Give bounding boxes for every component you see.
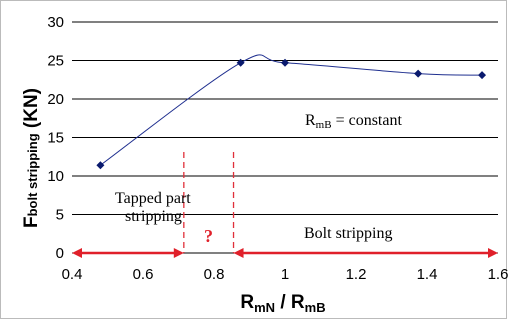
arrow-head-right bbox=[173, 248, 184, 258]
chart-frame bbox=[0, 0, 507, 319]
bolt-stripping-label: Bolt stripping bbox=[304, 225, 392, 242]
data-point bbox=[478, 71, 487, 80]
region-arrows bbox=[72, 248, 498, 258]
y-tick-label: 15 bbox=[47, 130, 64, 147]
data-series bbox=[96, 54, 487, 170]
x-tick-label: 0.4 bbox=[62, 266, 83, 283]
x-tick-label: 1 bbox=[281, 266, 289, 283]
data-point bbox=[96, 161, 105, 170]
arrow-head-right bbox=[488, 248, 498, 258]
y-tick-label: 30 bbox=[47, 14, 64, 31]
y-tick-label: 20 bbox=[47, 91, 64, 108]
question-mark-label: ? bbox=[204, 226, 213, 246]
tapped-part-label: Tapped part bbox=[115, 190, 191, 207]
stripping-label: stripping bbox=[125, 208, 182, 225]
y-tick-label: 25 bbox=[47, 53, 64, 70]
region-dashed-lines bbox=[183, 152, 235, 253]
y-tick-label: 10 bbox=[47, 168, 64, 185]
series-line bbox=[100, 54, 483, 166]
data-point bbox=[236, 58, 245, 67]
y-axis-title: Fbolt stripping (KN) bbox=[21, 88, 42, 228]
x-tick-label: 1.4 bbox=[417, 266, 438, 283]
x-tick-label: 0.8 bbox=[204, 266, 225, 283]
x-tick-label: 0.6 bbox=[133, 266, 154, 283]
y-tick-labels: 0 5 10 15 20 25 30 bbox=[47, 14, 64, 262]
y-tick-label: 5 bbox=[56, 207, 64, 224]
arrow-head-left bbox=[72, 248, 82, 258]
arrow-head-left bbox=[233, 248, 244, 258]
y-tick-label: 0 bbox=[56, 245, 64, 262]
data-point bbox=[414, 69, 423, 78]
x-tick-label: 1.6 bbox=[488, 266, 509, 283]
x-axis-title: RmN / RmB bbox=[240, 292, 325, 315]
rmb-constant-label: RmB = constant bbox=[305, 112, 402, 131]
x-tick-labels: 0.4 0.6 0.8 1 1.2 1.4 1.6 bbox=[62, 266, 509, 283]
x-tick-label: 1.2 bbox=[346, 266, 367, 283]
data-point bbox=[281, 58, 289, 67]
